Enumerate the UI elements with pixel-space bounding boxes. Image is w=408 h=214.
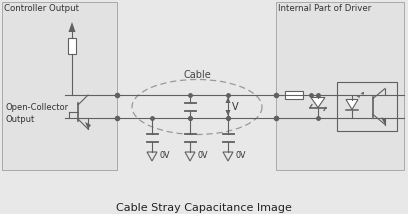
Polygon shape (85, 122, 91, 129)
Text: 0V: 0V (197, 150, 208, 159)
Text: Controller Output: Controller Output (4, 4, 79, 13)
Polygon shape (223, 152, 233, 161)
Bar (68, 38, 76, 54)
Text: 0V: 0V (235, 150, 246, 159)
Text: 0V: 0V (159, 150, 169, 159)
Polygon shape (311, 98, 325, 107)
Polygon shape (381, 117, 386, 125)
Polygon shape (226, 97, 231, 103)
Text: Cable Stray Capacitance Image: Cable Stray Capacitance Image (116, 203, 292, 213)
Text: Internal Part of Driver: Internal Part of Driver (278, 4, 371, 13)
Text: Open-Collector
Output: Open-Collector Output (6, 103, 69, 124)
Bar (337, 82, 397, 131)
Polygon shape (147, 152, 157, 161)
Polygon shape (346, 100, 358, 110)
Bar (285, 91, 303, 99)
Polygon shape (69, 22, 75, 32)
Polygon shape (226, 110, 231, 116)
Polygon shape (185, 152, 195, 161)
Bar (276, 2, 404, 170)
Text: V: V (232, 101, 239, 111)
Text: Cable: Cable (183, 70, 211, 80)
Bar (2, 2, 117, 170)
